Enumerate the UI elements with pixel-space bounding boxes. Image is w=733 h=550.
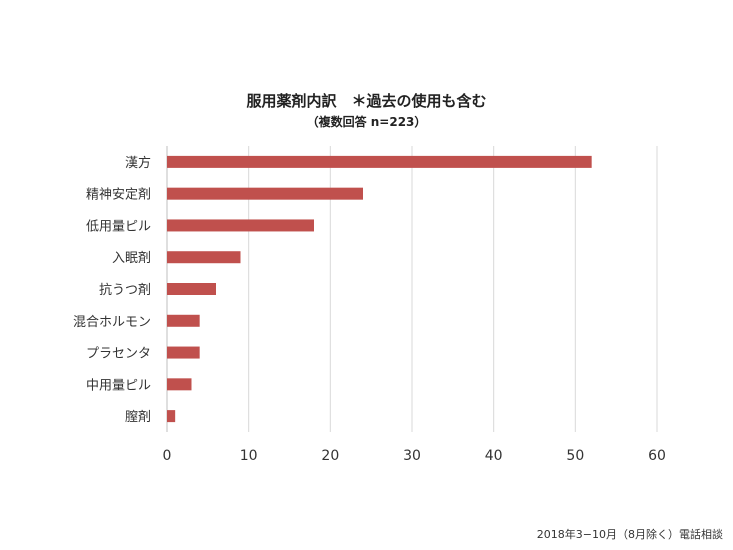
bar (167, 155, 592, 168)
x-tick-label: 40 (485, 448, 503, 464)
category-label: プラセンタ (86, 347, 151, 362)
bar (167, 219, 314, 232)
category-label: 混合ホルモン (73, 315, 151, 330)
bar (167, 251, 241, 264)
chart-title: 服用薬剤内訳 ＊過去の使用も含む (246, 92, 487, 110)
x-tick-label: 60 (648, 448, 666, 464)
x-tick-label: 30 (403, 448, 421, 464)
source-note: 2018年3−10月（8月除く）電話相談 (536, 528, 723, 541)
category-label: 入眠剤 (112, 250, 151, 266)
x-tick-label: 50 (566, 448, 584, 464)
category-label: 中用量ピル (86, 378, 151, 393)
x-tick-label: 0 (163, 448, 172, 464)
category-label: 膣剤 (125, 409, 151, 425)
bar (167, 314, 200, 327)
category-label: 抗うつ剤 (99, 282, 151, 298)
category-label: 精神安定剤 (86, 187, 151, 203)
x-tick-label: 20 (321, 448, 339, 464)
x-tick-label: 10 (240, 448, 258, 464)
bar (167, 187, 363, 200)
category-label: 低用量ピル (86, 219, 151, 234)
bar (167, 378, 192, 391)
bar (167, 283, 216, 295)
category-label: 漢方 (125, 155, 151, 171)
bar (167, 410, 176, 423)
chart-subtitle: （複数回答 n=223） (306, 115, 427, 129)
bar (167, 346, 200, 359)
